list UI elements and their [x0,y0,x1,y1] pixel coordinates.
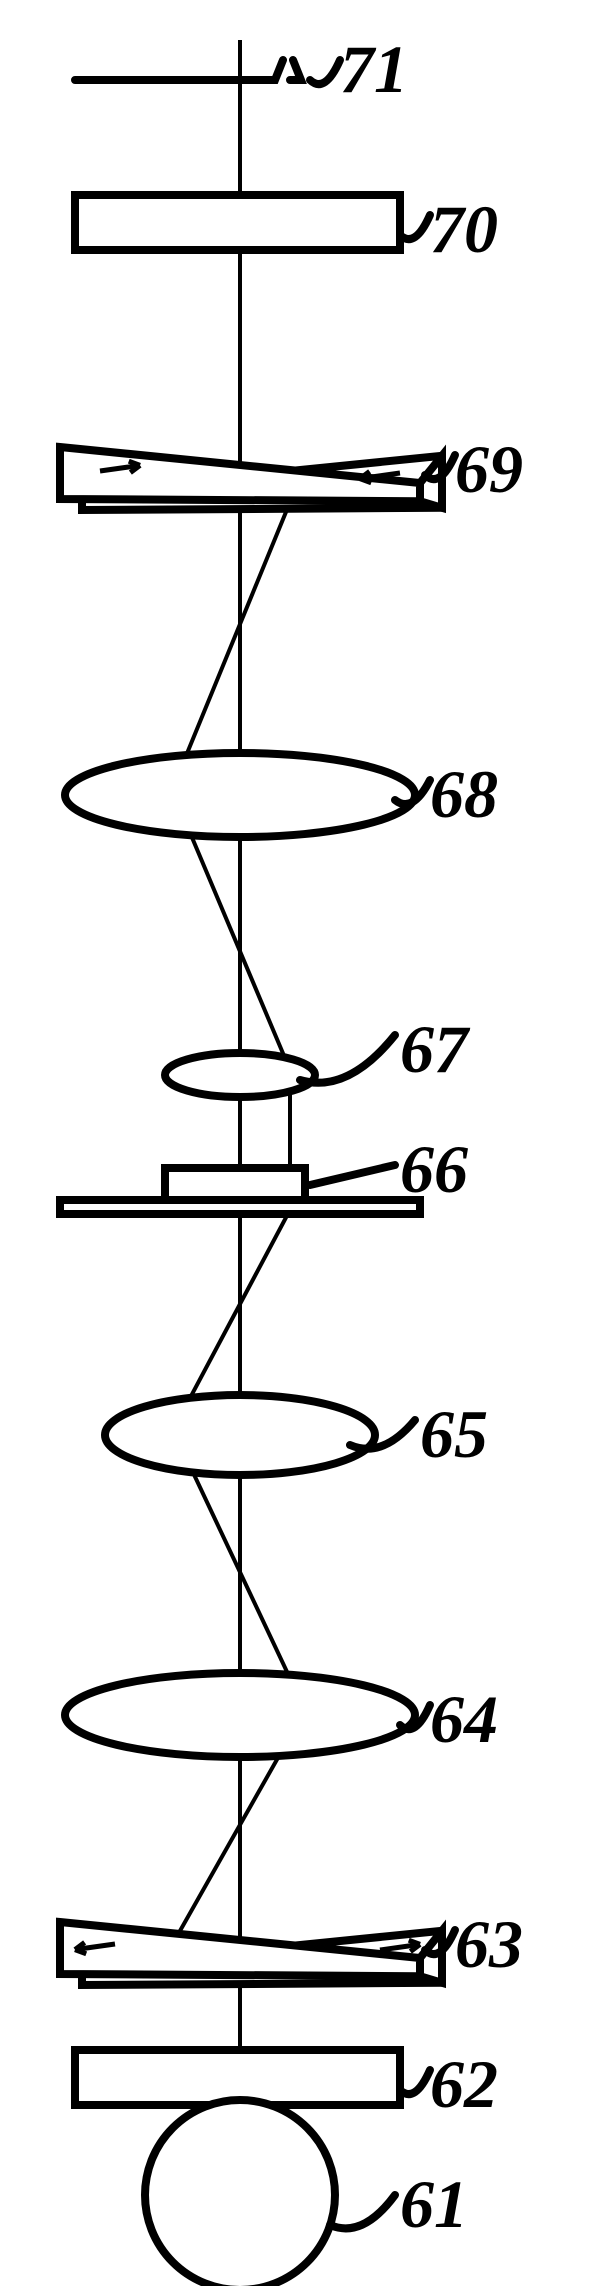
source-61 [145,2100,335,2286]
lens-68 [65,753,415,837]
leader-line [400,215,430,239]
lens-65 [105,1395,375,1475]
diagram-container: 71 70 69 68 67 66 65 64 63 62 61 [0,0,614,2286]
leader-line [310,1165,395,1185]
leader-line [400,2070,430,2094]
label-67: 67 [400,1010,468,1089]
label-69: 69 [455,430,523,509]
label-62: 62 [430,2045,498,2124]
label-61: 61 [400,2165,468,2244]
prism-pair-69 [60,447,442,510]
lens-64 [65,1673,415,1757]
plate-70 [75,195,400,250]
label-64: 64 [430,1680,498,1759]
prism-pair-63 [60,1922,442,1985]
label-66: 66 [400,1130,468,1209]
leader-line [310,60,340,84]
lens-67 [165,1053,315,1097]
top-edge [75,60,301,80]
label-71: 71 [340,30,408,109]
leader-line [330,2195,395,2228]
label-70: 70 [430,190,498,269]
label-63: 63 [455,1905,523,1984]
label-65: 65 [420,1395,488,1474]
label-68: 68 [430,755,498,834]
